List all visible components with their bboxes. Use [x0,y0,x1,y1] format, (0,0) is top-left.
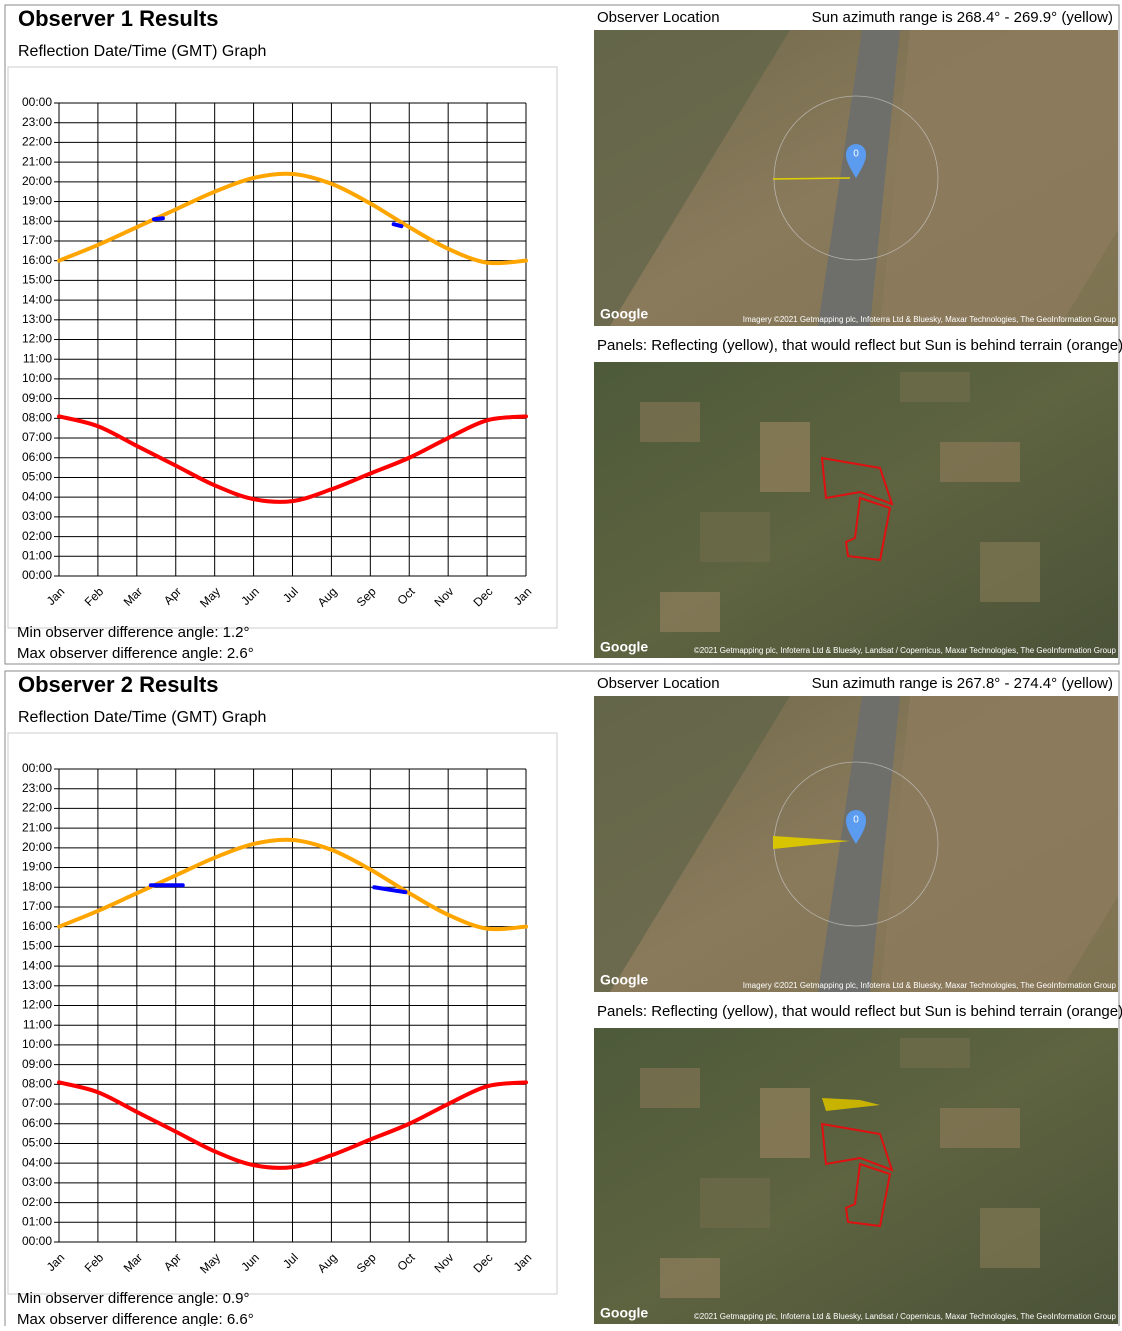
y-tick-label: 15:00 [22,273,52,287]
field [900,372,970,402]
field [940,442,1020,482]
azimuth-label: Sun azimuth range is 268.4° - 269.9° (ye… [812,9,1113,26]
y-tick-label: 12:00 [22,332,52,346]
map-logo: Google [600,972,648,988]
y-tick-label: 11:00 [23,1017,52,1031]
y-tick-label: 00:00 [22,761,52,775]
field [880,696,1118,992]
y-tick-label: 00:00 [22,95,52,109]
field [660,1258,720,1298]
y-tick-label: 03:00 [22,1175,52,1189]
chart-frame [8,67,557,628]
y-tick-label: 18:00 [22,213,52,227]
map-credit: Imagery ©2021 Getmapping plc, Infoterra … [743,981,1117,990]
location-label: Observer Location [597,675,720,692]
min-angle: Min observer difference angle: 1.2° [17,624,250,641]
y-tick-label: 04:00 [22,489,52,503]
min-angle: Min observer difference angle: 0.9° [17,1290,250,1307]
y-tick-label: 19:00 [22,860,52,874]
field [880,30,1118,326]
azimuth-label: Sun azimuth range is 267.8° - 274.4° (ye… [812,675,1113,692]
field [760,1088,810,1158]
y-tick-label: 01:00 [22,1214,52,1228]
field [900,1038,970,1068]
y-tick-label: 16:00 [22,919,52,933]
field [980,1208,1040,1268]
y-tick-label: 05:00 [22,470,52,484]
max-angle: Max observer difference angle: 2.6° [17,645,254,662]
y-tick-label: 07:00 [22,1096,52,1110]
y-tick-label: 05:00 [22,1136,52,1150]
y-tick-label: 22:00 [22,801,52,815]
series-line [394,224,402,226]
y-tick-label: 07:00 [22,430,52,444]
y-tick-label: 20:00 [22,840,52,854]
y-tick-label: 11:00 [23,351,52,365]
y-tick-label: 23:00 [22,781,52,795]
y-tick-label: 02:00 [22,1195,52,1209]
y-tick-label: 08:00 [22,1077,52,1091]
y-tick-label: 06:00 [22,1116,52,1130]
field [700,512,770,562]
panels-label: Panels: Reflecting (yellow), that would … [597,337,1122,354]
y-tick-label: 18:00 [22,879,52,893]
y-tick-label: 23:00 [22,115,52,129]
y-tick-label: 03:00 [22,509,52,523]
y-tick-label: 14:00 [22,958,52,972]
series-line [154,218,163,219]
max-angle: Max observer difference angle: 6.6° [17,1311,254,1326]
y-tick-label: 08:00 [22,411,52,425]
y-tick-label: 13:00 [22,312,52,326]
y-tick-label: 17:00 [22,233,52,247]
observer-title: Observer 2 Results [18,672,219,697]
chart-title: Reflection Date/Time (GMT) Graph [18,43,266,60]
observer-title: Observer 1 Results [18,6,219,31]
y-tick-label: 21:00 [22,820,52,834]
chart-title: Reflection Date/Time (GMT) Graph [18,709,266,726]
y-tick-label: 00:00 [22,1234,52,1248]
y-tick-label: 00:00 [22,568,52,582]
location-label: Observer Location [597,9,720,26]
panels-label: Panels: Reflecting (yellow), that would … [597,1003,1122,1020]
field [940,1108,1020,1148]
field [640,402,700,442]
y-tick-label: 14:00 [22,292,52,306]
map-logo: Google [600,306,648,322]
y-tick-label: 04:00 [22,1155,52,1169]
y-tick-label: 20:00 [22,174,52,188]
field [660,592,720,632]
y-tick-label: 01:00 [22,548,52,562]
y-tick-label: 10:00 [22,1037,52,1051]
pin-label: 0 [853,149,859,160]
y-tick-label: 21:00 [22,154,52,168]
y-tick-label: 19:00 [22,194,52,208]
y-tick-label: 15:00 [22,939,52,953]
sun-ray [773,178,850,179]
chart-frame [8,733,557,1294]
field [980,542,1040,602]
y-tick-label: 16:00 [22,253,52,267]
page: Observer 1 Results Reflection Date/Time (… [0,0,1122,1326]
map-credit: Imagery ©2021 Getmapping plc, Infoterra … [743,315,1117,324]
map-logo: Google [600,1305,648,1321]
y-tick-label: 10:00 [22,371,52,385]
y-tick-label: 02:00 [22,529,52,543]
field [640,1068,700,1108]
field [700,1178,770,1228]
field [760,422,810,492]
y-tick-label: 06:00 [22,450,52,464]
y-tick-label: 09:00 [22,391,52,405]
y-tick-label: 09:00 [22,1057,52,1071]
y-tick-label: 12:00 [22,998,52,1012]
y-tick-label: 17:00 [22,899,52,913]
y-tick-label: 22:00 [22,135,52,149]
pin-label: 0 [853,815,859,826]
map-credit: ©2021 Getmapping plc, Infoterra Ltd & Bl… [694,1312,1117,1321]
map-credit: ©2021 Getmapping plc, Infoterra Ltd & Bl… [694,646,1117,655]
y-tick-label: 13:00 [22,978,52,992]
map-logo: Google [600,639,648,655]
